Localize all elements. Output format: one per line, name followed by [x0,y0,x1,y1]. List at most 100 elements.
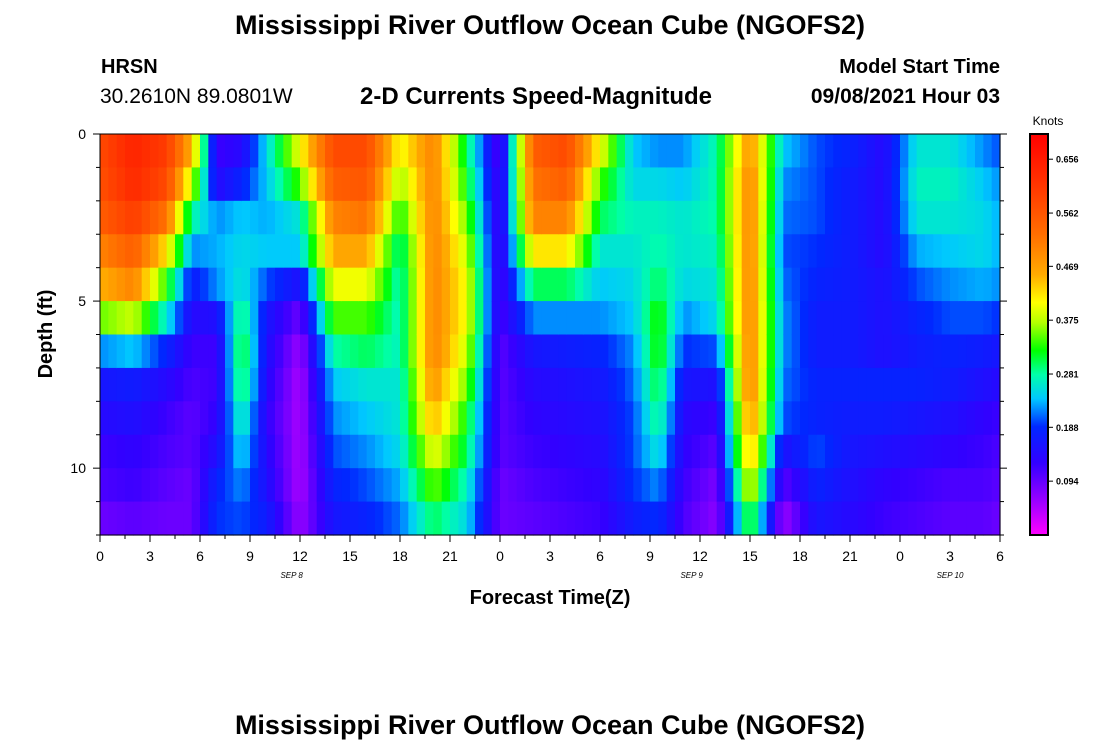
heatmap-cell [625,234,634,269]
heatmap-cell [600,367,609,402]
heatmap-cell [333,234,343,269]
heatmap-cell [450,367,459,402]
heatmap-cell [866,301,876,336]
heatmap-cell [383,200,393,235]
heatmap-cell [600,401,609,436]
heatmap-cell [100,234,109,269]
heatmap-cell [591,200,601,235]
heatmap-cell [950,167,959,202]
heatmap-cell [883,234,893,269]
heatmap-cell [758,234,768,269]
heatmap-cell [966,234,976,269]
heatmap-cell [258,134,268,169]
heatmap-cell [158,200,168,235]
heatmap-cell [408,367,418,402]
heatmap-cell [666,367,676,402]
heatmap-cell [800,501,809,536]
heatmap-cell [208,501,218,536]
heatmap-cell [466,468,476,503]
heatmap-cell [966,401,976,436]
heatmap-cell [308,334,318,369]
heatmap-cell [108,501,118,536]
heatmap-cell [991,134,1001,169]
colorbar: Knots 0.094 0.188 0.281 0.375 0.469 0.562 0.65… [1029,114,1079,536]
heatmap-cell [350,401,359,436]
heatmap-cell [841,167,851,202]
heatmap-cell [775,367,784,402]
heatmap-cell [616,468,626,503]
heatmap-cell [133,134,143,169]
heatmap-cell [258,434,268,469]
heatmap-cell [766,234,776,269]
heatmap-cell [450,167,459,202]
heatmap-cell [700,434,709,469]
heatmap-cell [141,200,151,235]
heatmap-cell [450,200,459,235]
heatmap-cell [791,301,801,336]
heatmap-cell [458,401,468,436]
heatmap-cell [958,501,968,536]
heatmap-cell [241,367,251,402]
heatmap-cell [425,167,434,202]
heatmap-cell [183,367,193,402]
heatmap-cell [383,401,393,436]
heatmap-cell [200,434,209,469]
heatmap-cell [691,134,701,169]
heatmap-cell [625,468,634,503]
heatmap-cell [258,167,268,202]
heatmap-cell [441,167,451,202]
heatmap-cell [900,501,909,536]
heatmap-cell [666,167,676,202]
heatmap-cell [450,434,459,469]
heatmap-cell [183,401,193,436]
x-tick-label: 12 [292,548,308,564]
chart-title-top: Mississippi River Outflow Ocean Cube (NG… [234,10,866,40]
heatmap-cell [808,334,818,369]
heatmap-cell [175,134,184,169]
heatmap-cell [958,134,968,169]
heatmap-cell [416,200,426,235]
heatmap-cell [375,434,384,469]
heatmap-cell [533,234,543,269]
heatmap-cell [775,434,784,469]
heatmap-cell [416,167,426,202]
heatmap-cell [616,334,626,369]
heatmap-cell [366,301,376,336]
heatmap-cell [491,434,501,469]
heatmap-cell [291,200,301,235]
heatmap-cell [233,267,243,302]
heatmap-cell [966,434,976,469]
heatmap-cell [200,334,209,369]
heatmap-cell [325,167,334,202]
heatmap-cell [691,334,701,369]
heatmap-cell [983,301,993,336]
heatmap-cell [966,334,976,369]
heatmap-cell [283,267,293,302]
heatmap-cell [658,401,668,436]
heatmap-cell [941,468,951,503]
heatmap-cell [708,134,718,169]
heatmap-cell [966,468,976,503]
heatmap-cell [183,267,193,302]
heatmap-cell [666,501,676,536]
heatmap-cell [366,401,376,436]
heatmap-cell [100,334,109,369]
heatmap-cell [266,501,276,536]
heatmap-cell [716,468,726,503]
heatmap-cell [266,367,276,402]
heatmap-cell [108,167,118,202]
heatmap-cell [516,267,526,302]
heatmap-cell [125,401,134,436]
heatmap-cell [575,234,584,269]
heatmap-cell [500,301,509,336]
heatmap-cell [208,334,218,369]
heatmap-cell [541,267,551,302]
heatmap-cell [875,167,884,202]
heatmap-cell [266,200,276,235]
heatmap-cell [216,501,226,536]
heatmap-cell [733,334,743,369]
heatmap-cell [391,301,401,336]
heatmap-cell [458,301,468,336]
heatmap-cell [591,267,601,302]
heatmap-cell [933,468,943,503]
